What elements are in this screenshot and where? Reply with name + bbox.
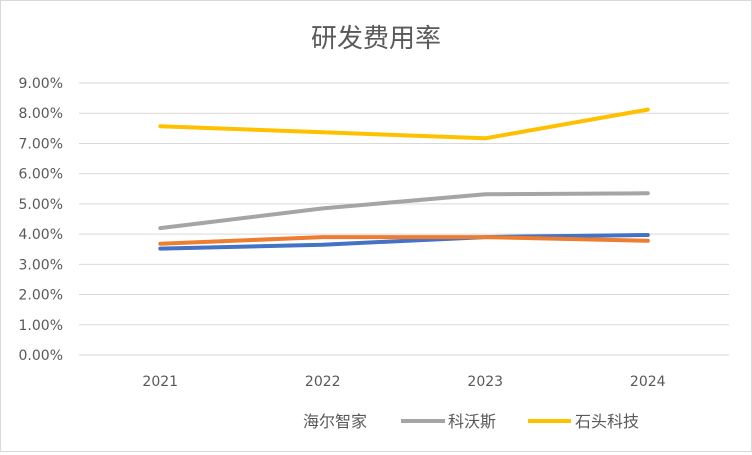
series-line-blue	[158, 233, 650, 251]
chart-title: 研发费用率	[311, 24, 441, 54]
legend: 海尔智家 科沃斯 石头科技	[101, 412, 639, 431]
legend-label-haier: 海尔智家	[303, 412, 367, 431]
y-tick-label: 7.00%	[19, 136, 63, 152]
y-tick-label: 9.00%	[19, 76, 63, 92]
legend-label-ecovacs: 科沃斯	[448, 412, 496, 431]
y-tick-label: 5.00%	[19, 197, 63, 213]
x-tick-label: 2022	[305, 374, 341, 390]
y-tick-label: 6.00%	[19, 167, 63, 183]
y-tick-label: 8.00%	[19, 106, 63, 122]
gridlines	[79, 82, 729, 356]
legend-label-roborock: 石头科技	[575, 412, 639, 431]
y-axis-ticks: 0.00% 1.00% 2.00% 3.00% 4.00% 5.00% 6.00% 7.00%…	[19, 76, 63, 364]
x-tick-label: 2024	[630, 374, 666, 390]
series-line-ecovacs	[158, 191, 650, 231]
series-line-roborock	[158, 107, 650, 141]
series-line-haier	[158, 235, 650, 246]
y-tick-label: 3.00%	[19, 257, 63, 273]
y-tick-label: 1.00%	[19, 318, 63, 334]
series-lines	[158, 107, 650, 251]
y-tick-label: 0.00%	[19, 348, 63, 364]
x-tick-label: 2023	[467, 374, 503, 390]
x-axis-ticks: 2021 2022 2023 2024	[142, 374, 665, 390]
y-tick-label: 4.00%	[19, 227, 63, 243]
y-tick-label: 2.00%	[19, 288, 63, 304]
x-tick-label: 2021	[142, 374, 178, 390]
